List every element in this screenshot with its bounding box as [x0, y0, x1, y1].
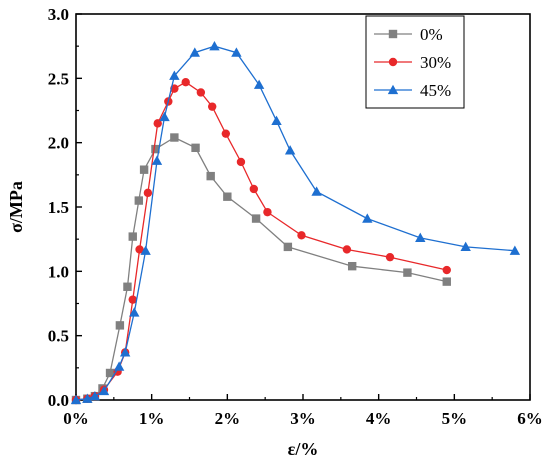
data-point: [113, 361, 125, 371]
data-point: [119, 347, 131, 357]
x-tick-label: 2%: [215, 409, 241, 428]
y-axis-title: σ/MPa: [6, 181, 26, 233]
data-point: [236, 157, 246, 167]
data-point: [128, 232, 137, 241]
data-point: [385, 252, 395, 262]
data-point: [221, 129, 231, 138]
data-point: [139, 165, 149, 174]
data-point: [209, 40, 220, 51]
data-point: [181, 77, 190, 87]
data-point: [128, 295, 137, 304]
data-point: [206, 171, 215, 181]
x-tick-label: 3%: [290, 409, 316, 428]
x-tick-label: 1%: [139, 409, 165, 428]
data-point: [251, 214, 261, 223]
data-point: [415, 232, 426, 243]
data-point: [82, 393, 93, 403]
series-line: [75, 136, 447, 401]
x-axis-title: ε/%: [288, 439, 319, 459]
series-0: [71, 133, 451, 405]
data-point: [347, 261, 357, 271]
data-point: [460, 241, 471, 252]
data-point: [509, 245, 521, 255]
legend-marker: [388, 29, 398, 39]
y-tick-label: 2.0: [48, 134, 69, 153]
data-point: [403, 268, 412, 277]
y-tick-label: 1.5: [48, 198, 69, 217]
data-point: [362, 213, 373, 223]
data-point: [311, 186, 322, 196]
data-point: [89, 390, 101, 401]
legend-marker: [388, 57, 398, 67]
y-tick-label: 2.5: [48, 69, 69, 88]
data-point: [159, 111, 170, 122]
data-point: [98, 385, 110, 396]
data-point: [253, 79, 265, 89]
data-point: [249, 184, 259, 194]
data-point: [135, 245, 144, 254]
x-axis: 0% 1% 2% 3% 4% 5% 6%: [63, 394, 543, 428]
data-point: [191, 143, 200, 153]
data-point: [123, 282, 132, 291]
data-point: [151, 144, 160, 154]
data-point: [129, 307, 140, 317]
y-axis: 0.0 0.5 1.0 1.5 2.0 2.5 3.0: [48, 5, 82, 410]
data-point: [284, 145, 296, 155]
data-point: [342, 245, 352, 254]
legend-marker: [387, 84, 399, 95]
x-tick-label: 4%: [366, 409, 392, 428]
y-tick-label: 0.0: [48, 391, 69, 410]
data-point: [196, 88, 206, 97]
y-tick-label: 3.0: [48, 5, 69, 24]
data-point: [189, 47, 200, 57]
y-tick-label: 1.0: [48, 262, 69, 281]
legend-label: 30%: [420, 53, 451, 72]
legend: 0% 30% 45%: [365, 15, 465, 109]
x-tick-label: 0%: [63, 409, 89, 428]
data-point: [271, 115, 282, 125]
legend-label: 0%: [420, 25, 443, 44]
series-line: [75, 81, 447, 401]
data-point: [231, 47, 242, 57]
x-tick-label: 5%: [442, 409, 468, 428]
data-point: [170, 133, 179, 142]
data-point: [442, 265, 451, 275]
series-layer: [70, 40, 521, 405]
data-point: [140, 245, 151, 255]
data-point: [223, 192, 232, 201]
x-tick-label: 6%: [517, 409, 543, 428]
series-line: [75, 45, 515, 401]
data-point: [153, 119, 162, 128]
data-point: [105, 368, 115, 378]
data-point: [208, 102, 217, 111]
data-point: [115, 321, 125, 330]
data-point: [143, 188, 153, 198]
y-tick-label: 0.5: [48, 327, 69, 346]
data-point: [134, 196, 144, 205]
data-point: [442, 277, 451, 286]
data-point: [70, 394, 82, 405]
data-point: [297, 231, 306, 240]
data-point: [263, 207, 272, 217]
data-point: [151, 155, 163, 165]
data-point: [283, 242, 293, 252]
legend-label: 45%: [420, 81, 451, 100]
series-2: [70, 40, 521, 405]
data-point: [169, 70, 180, 80]
